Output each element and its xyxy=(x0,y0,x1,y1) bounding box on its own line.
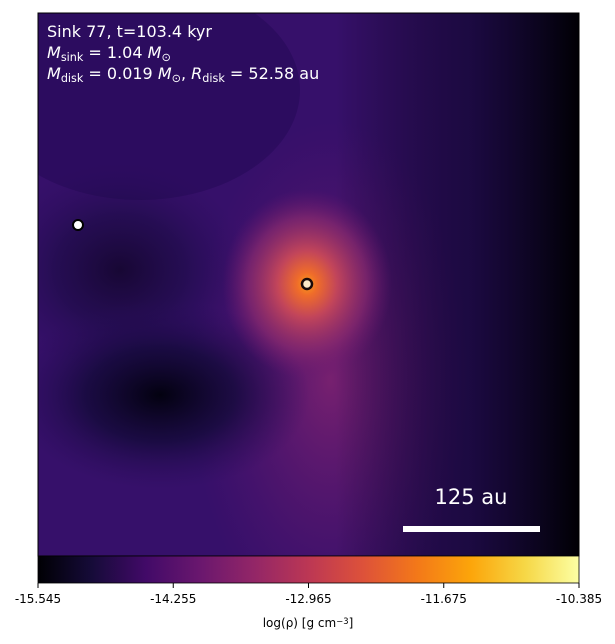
text-segment: ⊙ xyxy=(172,72,181,85)
colorbar xyxy=(37,555,580,584)
sink-marker xyxy=(300,277,314,291)
scale-bar-label: 125 au xyxy=(435,485,508,509)
sink-marker xyxy=(72,219,84,231)
annotation: Sink 77, t=103.4 kyr xyxy=(47,22,212,41)
text-segment: = 0.019 xyxy=(83,64,157,83)
text-segment: disk xyxy=(61,72,84,85)
text-segment: , xyxy=(181,64,191,83)
scale-bar xyxy=(403,526,540,532)
text-segment: log(ρ) [g cm xyxy=(263,616,337,630)
colorbar-tick-label: -10.385 xyxy=(556,592,602,606)
colorbar-label: log(ρ) [g cm−3] xyxy=(263,616,354,630)
text-segment: −3 xyxy=(336,616,348,626)
text-segment: = 52.58 au xyxy=(225,64,319,83)
text-segment: ⊙ xyxy=(161,51,170,64)
text-segment: disk xyxy=(202,72,225,85)
text-segment: M xyxy=(158,64,172,83)
text-segment: Sink 77, t=103.4 kyr xyxy=(47,22,212,41)
annotation: Msink = 1.04 M⊙ xyxy=(47,43,171,64)
text-segment: = 1.04 xyxy=(83,43,147,62)
text-segment: sink xyxy=(61,51,84,64)
colorbar-tick-label: -11.675 xyxy=(421,592,467,606)
text-segment: M xyxy=(47,64,61,83)
annotation: Mdisk = 0.019 M⊙, Rdisk = 52.58 au xyxy=(47,64,319,85)
text-segment: M xyxy=(47,43,61,62)
text-segment: M xyxy=(148,43,162,62)
colorbar-tick-label: -14.255 xyxy=(150,592,196,606)
text-segment: R xyxy=(191,64,202,83)
text-segment: ] xyxy=(349,616,354,630)
colorbar-tick-label: -15.545 xyxy=(15,592,61,606)
colorbar-tick-label: -12.965 xyxy=(285,592,331,606)
density-image xyxy=(38,13,579,556)
